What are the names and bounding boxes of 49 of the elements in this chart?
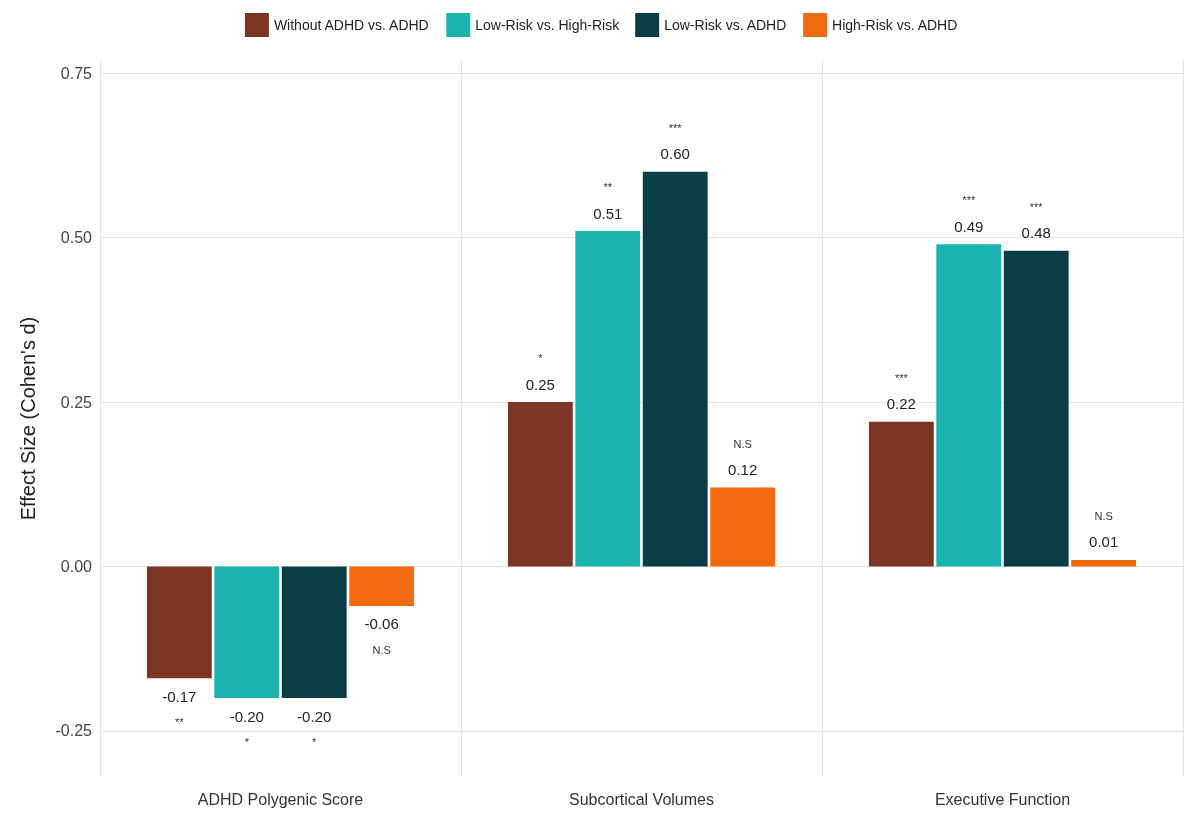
data-label: -0.17 (162, 687, 197, 705)
y-tick-label: 0.50 (60, 229, 93, 247)
bar (281, 566, 347, 699)
data-label: 0.01 (1089, 533, 1119, 551)
bar (868, 421, 934, 567)
data-label: -0.20 (297, 707, 332, 725)
data-label: 0.60 (660, 145, 690, 163)
data-label: -0.06 (364, 615, 399, 633)
y-tick-label: -0.25 (55, 722, 93, 740)
bar (575, 231, 641, 567)
bar (507, 402, 573, 567)
legend-label: Low-Risk vs. High-Risk (475, 17, 621, 33)
annotation: N.S (372, 643, 391, 656)
legend-label: Low-Risk vs. ADHD (664, 17, 787, 33)
x-tick-label: ADHD Polygenic Score (197, 790, 364, 808)
bar (146, 566, 212, 679)
y-axis-title: Effect Size (Cohen's d) (17, 316, 39, 521)
annotation: *** (962, 194, 976, 207)
bar (710, 487, 776, 567)
annotation: ** (175, 716, 185, 729)
legend-label: Without ADHD vs. ADHD (273, 17, 429, 33)
bar (936, 244, 1002, 567)
data-label: 0.48 (1021, 224, 1051, 242)
x-tick-label: Executive Function (934, 790, 1071, 808)
data-label: 0.49 (954, 217, 984, 235)
y-tick-label: 0.75 (60, 64, 93, 82)
annotation: *** (668, 121, 683, 134)
y-tick-label: 0.00 (60, 558, 93, 575)
data-label: 0.25 (525, 375, 555, 393)
annotation: * (312, 736, 318, 749)
annotation: *** (1029, 200, 1044, 213)
data-label: 0.51 (593, 204, 623, 222)
annotation: N.S (1094, 509, 1113, 522)
annotation: ** (603, 181, 613, 194)
annotation: *** (894, 371, 909, 384)
bar (214, 566, 280, 699)
bar (1003, 250, 1069, 567)
data-label: 0.22 (886, 395, 916, 413)
annotation: * (538, 352, 544, 365)
x-tick-label: Subcortical Volumes (569, 790, 714, 808)
bar (1071, 559, 1137, 567)
data-label: -0.20 (229, 707, 264, 725)
legend-label: High-Risk vs. ADHD (832, 17, 958, 33)
y-tick-label: 0.25 (60, 393, 93, 411)
annotation: * (244, 736, 250, 749)
data-label: 0.12 (728, 461, 758, 479)
bar (642, 171, 708, 567)
bar (349, 566, 415, 606)
annotation: N.S (733, 437, 752, 450)
